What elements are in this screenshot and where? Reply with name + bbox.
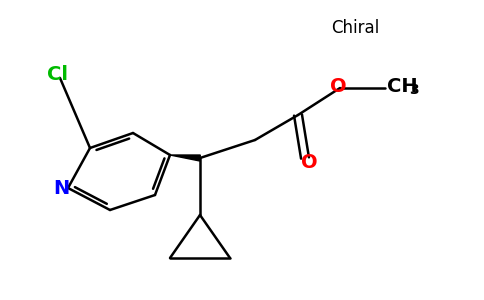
Text: N: N (53, 178, 69, 197)
Text: Chiral: Chiral (331, 19, 379, 37)
Text: 3: 3 (409, 83, 419, 97)
Text: CH: CH (387, 76, 418, 95)
Text: Cl: Cl (46, 64, 67, 83)
Text: O: O (301, 152, 318, 172)
Text: O: O (330, 76, 347, 95)
Polygon shape (170, 155, 200, 161)
